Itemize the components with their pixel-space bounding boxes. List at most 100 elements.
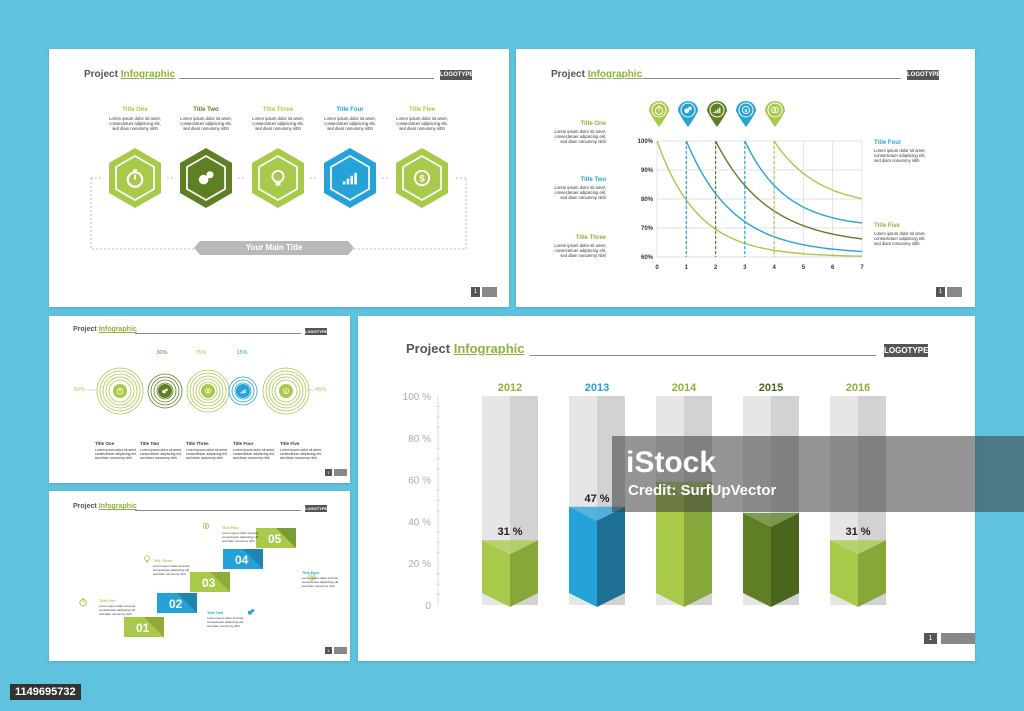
pin-marker — [765, 101, 785, 127]
header-plain: Project — [73, 503, 97, 510]
gears-icon — [162, 388, 168, 394]
step-number: 03 — [202, 576, 216, 590]
stopwatch-icon — [79, 598, 87, 607]
step-number: 04 — [235, 553, 249, 567]
description-line: consectetuer adipiscing elit, — [396, 121, 448, 127]
logotype: LOGOTYPE — [305, 328, 328, 335]
header-plain: Project — [73, 326, 97, 333]
y-tick-label: 60 % — [408, 476, 431, 487]
description-line: sed diam nonummy nibh — [399, 126, 445, 132]
logotype: LOGOTYPE — [884, 344, 929, 357]
column-description: Lorem ipsum dolor sit amet, consectetuer … — [186, 448, 230, 461]
y-tick-label: 40 % — [408, 517, 431, 528]
dollar-icon: $ — [282, 387, 290, 395]
page-number: 1 — [924, 633, 975, 644]
stopwatch-icon — [116, 387, 124, 395]
page-number: 1 — [471, 287, 497, 297]
step-block: 01 — [124, 617, 164, 637]
description-line: Lorem ipsum dolor sit amet, — [874, 231, 926, 236]
svg-text:$: $ — [285, 389, 287, 393]
x-tick-label: 6 — [831, 265, 835, 271]
description-line: consectetuer adipiscing elit, — [207, 619, 244, 624]
step-block: 03 — [190, 572, 230, 592]
description-line: sed diam nonummy nibh — [233, 456, 270, 461]
description-line: sed diam nonummy nibh — [95, 456, 132, 461]
step-description: Lorem ipsum dolor sit amet, consectetuer … — [153, 564, 193, 576]
bar-chart: 100 % 80 % 60 % 40 % 20 % 0 2012 31 % 2013 47 % 20… — [403, 382, 886, 612]
header-highlight: Infographic — [98, 503, 137, 510]
description-line: Lorem ipsum dolor sit amet, — [95, 448, 137, 452]
description-line: Lorem ipsum dolor sit amet, — [109, 116, 161, 121]
gears-icon — [198, 171, 214, 185]
description-line: Lorem ipsum dolor sit amet, — [554, 129, 606, 134]
chart-icon — [342, 172, 357, 185]
step-title: Title Four — [302, 571, 320, 575]
description-line: consectetuer adipiscing elit, — [302, 579, 339, 584]
logotype: LOGOTYPE — [305, 505, 328, 512]
bar — [482, 396, 538, 607]
header-plain: Project — [406, 341, 451, 356]
y-tick-label: 100% — [638, 139, 654, 145]
description-line: Lorem ipsum dolor sit amet, — [324, 116, 376, 121]
description-line: consectetuer adipiscing elit, — [233, 452, 275, 457]
watermark-brand: iStock — [626, 446, 717, 479]
main-title: Your Main Title — [245, 243, 303, 252]
right-description: Lorem ipsum dolor sit amet, consectetuer … — [874, 231, 938, 247]
percent-label: 50% — [74, 387, 85, 393]
brain-icon — [202, 523, 210, 529]
step-title: Title One — [99, 599, 116, 603]
brain-icon — [205, 388, 211, 394]
gears-icon — [247, 609, 255, 615]
left-description: Lorem ipsum dolor sit amet, consectetuer … — [546, 185, 606, 201]
y-tick-label: 70% — [641, 226, 654, 232]
svg-text:$: $ — [745, 108, 748, 114]
description-line: consectetuer adipiscing elit, — [140, 452, 182, 457]
step-title: Title Five — [409, 107, 435, 113]
header-highlight: Infographic — [98, 326, 137, 333]
header-rule — [643, 78, 901, 79]
column-description: Lorem ipsum dolor sit amet, consectetuer … — [140, 448, 184, 461]
step-title: Title Three — [153, 559, 173, 563]
pin-marker — [707, 101, 727, 127]
description-line: Lorem ipsum dolor sit amet, — [874, 148, 926, 153]
dollar-icon: $ — [413, 169, 431, 187]
chart-icon — [240, 389, 246, 394]
percent-label: 30% — [156, 350, 167, 356]
column-description: Lorem ipsum dolor sit amet, consectetuer … — [233, 448, 277, 461]
svg-text:$: $ — [311, 575, 314, 580]
description-line: consectetuer adipiscing elit, — [324, 121, 376, 127]
description-line: sed diam nonummy nibh — [153, 571, 186, 576]
description-line: consectetuer adipiscing elit, — [554, 190, 606, 196]
step-number: 05 — [268, 532, 282, 546]
step-description: Lorem ipsum dolor sit amet, consectetuer … — [99, 604, 139, 616]
step-description: Lorem ipsum dolor sit amet, consectetuer … — [222, 531, 262, 543]
gears-icon — [684, 106, 692, 114]
x-tick-label: 1 — [685, 265, 689, 271]
value-label: 47 % — [584, 493, 609, 505]
step-title: Title One — [122, 107, 148, 113]
watermark-band — [612, 436, 1024, 512]
description-line: Lorem ipsum dolor sit amet, — [140, 448, 182, 452]
concentric-circle-group — [147, 373, 183, 409]
x-tick-label: 0 — [655, 265, 659, 271]
chart-icon — [713, 107, 721, 114]
right-title: Title Five — [874, 223, 900, 229]
step-title: Title Three — [262, 107, 294, 113]
description-line: Lorem ipsum dolor sit amet, — [180, 116, 232, 121]
series-line — [714, 140, 863, 240]
page-number: 1 — [936, 287, 962, 297]
step-description: Lorem ipsum dolor sit amet, consectetuer … — [302, 576, 342, 588]
left-title: Title Two — [580, 177, 606, 183]
pin-marker — [649, 101, 669, 127]
step-description: Lorem ipsum dolor sit amet, consectetuer … — [390, 116, 454, 132]
x-tick-label: 3 — [743, 265, 747, 271]
header-rule — [135, 510, 301, 511]
column-title: Title Four — [233, 441, 254, 446]
description-line: sed diam nonummy nibh — [183, 126, 229, 132]
y-tick-label: 100 % — [403, 392, 431, 403]
main-title-ribbon: Your Main Title — [194, 241, 354, 255]
description-line: consectetuer adipiscing elit, — [252, 121, 304, 127]
step-block: 05 — [256, 528, 296, 548]
logotype: LOGOTYPE — [440, 70, 474, 80]
header-rule — [530, 355, 876, 356]
